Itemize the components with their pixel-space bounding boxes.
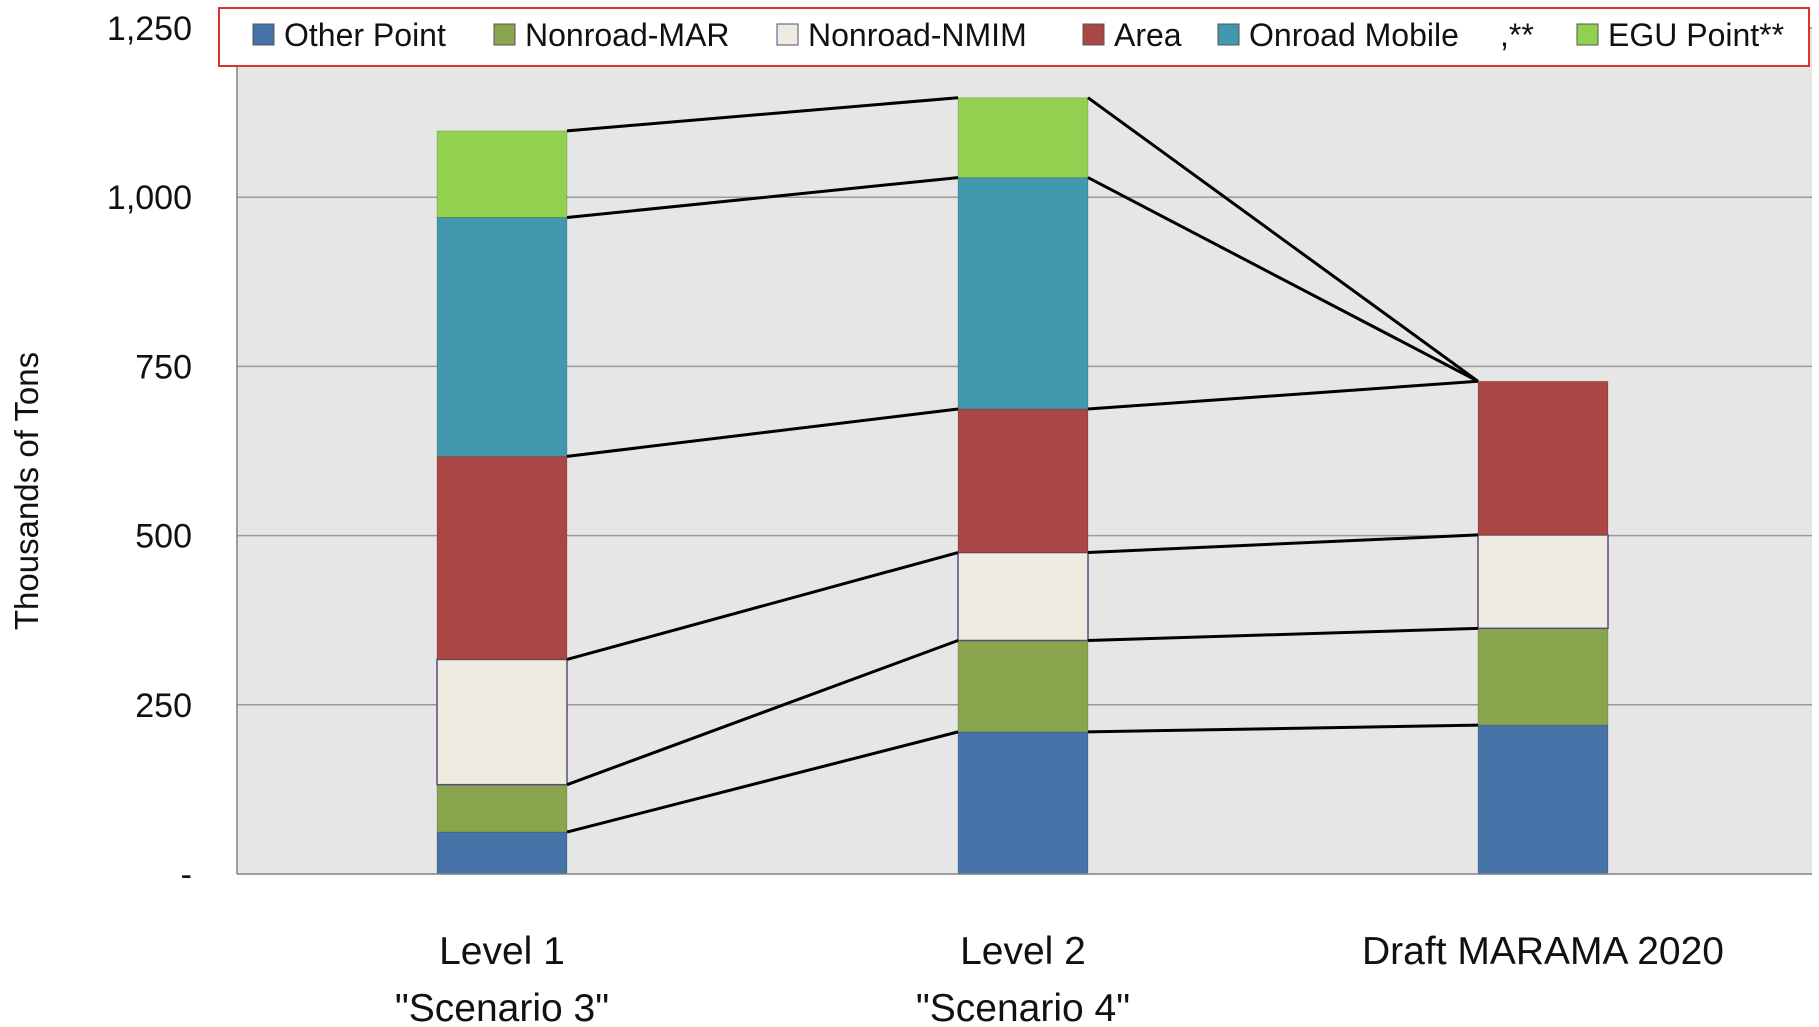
connector-line — [1087, 723, 1479, 734]
bar-segment — [436, 455, 568, 660]
legend-swatch — [1576, 23, 1599, 46]
bar-segment — [957, 97, 1089, 179]
legend-box — [218, 7, 1810, 67]
legend-extra-text: ,** — [1500, 17, 1534, 53]
connector-lines — [566, 96, 1479, 834]
legend-label: EGU Point** — [1608, 17, 1784, 53]
bar-segment — [957, 731, 1089, 875]
legend-swatch — [252, 23, 275, 46]
bar-segment — [957, 408, 1089, 554]
x-category-label: "Scenario 4" — [916, 987, 1130, 1027]
connector-line — [566, 730, 959, 834]
connector-line — [1087, 96, 1479, 383]
bar-segment — [436, 831, 568, 875]
legend: Other Point Nonroad-MAR Nonroad-NMIM Area On… — [218, 7, 1810, 67]
bar-segment — [436, 658, 568, 786]
legend-label: Onroad Mobile — [1249, 17, 1459, 53]
legend-label: Area — [1114, 17, 1182, 53]
y-tick-label: - — [181, 856, 192, 894]
x-category-label: "Scenario 3" — [395, 987, 609, 1027]
y-tick-label: 1,250 — [107, 10, 192, 48]
legend-label: Nonroad-MAR — [525, 17, 730, 53]
bars — [436, 97, 1609, 875]
bar-segment — [436, 784, 568, 833]
bar-segment — [436, 130, 568, 219]
connector-line — [566, 407, 959, 458]
bar-segment — [436, 217, 568, 457]
bar-segment — [1477, 724, 1609, 875]
axes: - 250 500 750 1,000 1,250 Thousands of Tons Lev… — [8, 10, 1812, 1027]
connector-line — [1087, 379, 1479, 411]
x-category-label: Level 1 — [439, 930, 565, 973]
bar-segment — [957, 640, 1089, 733]
x-category-label: Draft MARAMA 2020 — [1362, 930, 1724, 973]
bar-segment — [957, 177, 1089, 410]
connector-line — [1087, 176, 1479, 383]
y-axis-title: Thousands of Tons — [8, 352, 45, 630]
y-tick-label: 500 — [135, 518, 192, 556]
connector-line — [1087, 533, 1479, 555]
connector-line — [566, 96, 959, 133]
bar-segment — [1477, 534, 1609, 630]
y-tick-label: 1,000 — [107, 179, 192, 217]
connector-line — [566, 639, 959, 787]
legend-label: Nonroad-NMIM — [808, 17, 1027, 53]
legend-swatch — [493, 23, 516, 46]
connector-line — [1087, 626, 1479, 643]
legend-label: Other Point — [284, 17, 446, 53]
legend-swatch — [1217, 23, 1240, 46]
bar-segment — [1477, 380, 1609, 536]
y-tick-label: 750 — [135, 348, 192, 386]
connector-line — [566, 551, 959, 661]
connector-line — [566, 176, 959, 219]
legend-swatch — [1082, 23, 1105, 46]
legend-swatch — [776, 23, 799, 46]
bar-segment — [1477, 627, 1609, 726]
y-tick-label: 250 — [135, 687, 192, 725]
bar-segment — [957, 551, 1089, 642]
x-category-label: Level 2 — [960, 930, 1086, 973]
